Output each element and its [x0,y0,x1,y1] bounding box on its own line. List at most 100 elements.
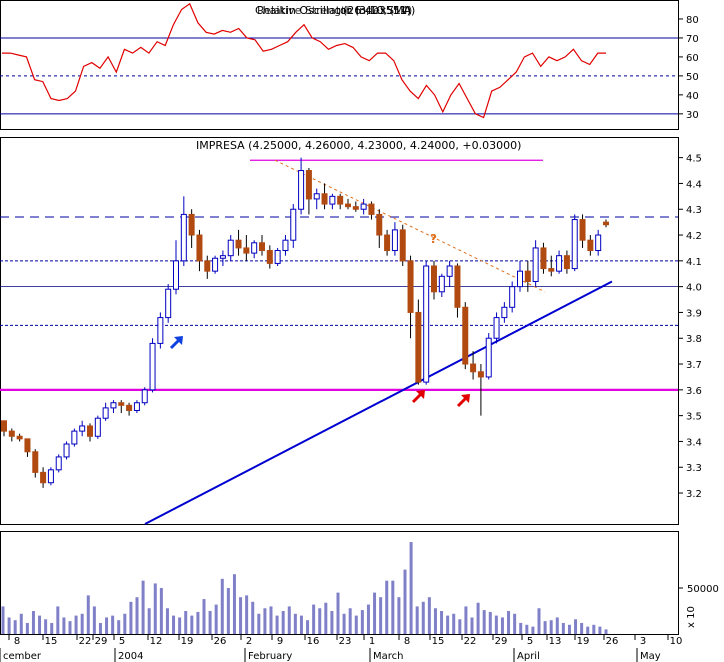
volume-bar [592,624,596,634]
candle-body [32,451,39,473]
candle-body [462,306,469,365]
candle [493,312,500,344]
volume-bar [202,599,206,634]
candle-body [517,270,523,288]
volume-bar [507,611,511,634]
price-ytick-label: 3.8 [686,334,702,345]
price-ytick-label: 3.2 [686,489,702,500]
candle-body [384,234,391,252]
volume-bar [190,615,194,634]
candle-body [454,265,461,308]
candle [102,402,109,421]
volume-bar [324,602,328,634]
candle-body [376,213,383,236]
price-ytick-label: 4.0 [686,283,702,294]
volume-bar [269,606,273,634]
candle [352,201,359,212]
candle-body [571,219,578,270]
volume-bar [330,611,334,634]
volume-bar [366,604,370,634]
red-arrow-icon-head [416,390,425,399]
candle-body [485,337,492,378]
rsi-title-chaikin: Chaikin Oscillator (3,10,SMA) [255,4,415,17]
candle [219,250,226,266]
volume-bar [141,580,145,634]
candle-body [243,247,250,254]
x-month-label: 2004 [118,651,143,662]
candle-body [321,193,328,205]
downtrend-line [274,159,546,293]
candle-body [477,371,484,378]
volume-bar [239,597,243,634]
volume-bar [348,608,352,634]
volume-bar [165,608,169,634]
volume-bar [604,629,608,634]
rsi-frame [0,0,679,130]
volume-bar [232,574,236,634]
candle [313,188,320,210]
candle-body [196,234,203,262]
price-ytick-label: 4.2 [686,231,702,242]
candle-body [501,306,508,319]
candle-body [282,239,289,252]
volume-bar [354,615,358,634]
volume-bar [220,578,224,634]
candle-body [290,208,297,241]
price-ytick-label: 3.3 [686,463,702,474]
volume-bar [397,597,401,634]
volume-bar [31,611,35,634]
candle-body [563,255,570,270]
candle [173,240,179,295]
candle-body [141,389,148,404]
candle [251,240,258,259]
price-ytick-label: 4.5 [686,154,702,165]
candle-body [524,270,531,282]
volume-bar [98,622,102,634]
volume-bar [251,601,255,634]
volume-bar [464,606,468,634]
candle [266,245,273,269]
candle [415,299,422,385]
rsi-line [2,2,606,119]
x-tick-label: 15 [45,636,58,647]
volume-bar [427,597,431,634]
candle [1,420,7,437]
candle-body [47,469,54,484]
candle-body [470,363,477,373]
candle [548,255,555,277]
candle [47,467,54,486]
x-tick-label: 10 [670,636,683,647]
candle-body [180,213,187,262]
rsi-ytick-label: 70 [686,34,699,45]
x-month-label: May [640,651,661,662]
candle-body [149,342,156,391]
price-panel: 3.2 3.3 3.4 3.5 3.6 3.7 3.8 3.9 4.0 4.1 4.2 4.3 4.4 4… [0,137,702,525]
candle-body [493,317,500,339]
candle-body [368,203,375,215]
volume-bar [500,617,504,634]
x-tick-label: 9 [277,636,283,647]
candle-body [352,206,359,210]
candle [32,449,39,478]
candle-body [595,234,602,252]
volume-bar [208,611,212,634]
volume-bar [446,615,450,634]
price-ytick-label: 3.7 [686,360,702,371]
volume-bar [373,592,377,634]
blue-arrow-icon-head [174,336,183,345]
volume-bar [488,611,492,634]
candle [595,229,602,256]
candle-body [423,265,430,383]
volume-bar [299,615,303,634]
candle-body [24,438,31,453]
rsi-ytick-label: 50 [686,72,699,83]
x-tick-label: 3 [640,636,646,647]
x-month-label: April [517,651,540,662]
red-arrow-icon [456,394,470,408]
candle [532,240,539,287]
candle [517,260,523,292]
candle-body [87,425,93,437]
candle [509,281,516,313]
volume-bar [74,615,78,634]
volume-bar [1,606,5,634]
